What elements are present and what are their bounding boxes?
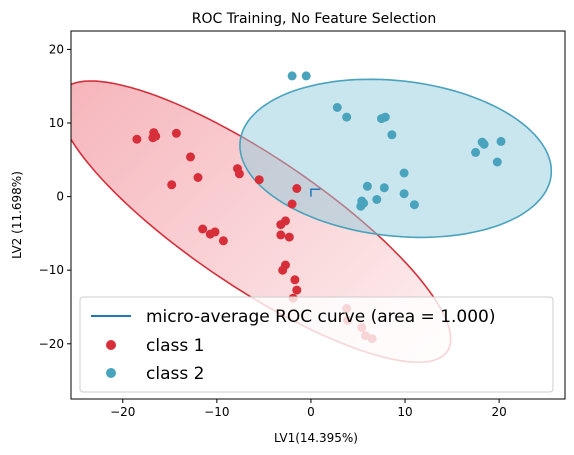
point-class-2: [332, 103, 342, 112]
point-class-2: [387, 130, 397, 140]
point-class-1: [210, 227, 220, 237]
point-class-1: [132, 134, 142, 144]
point-class-1: [287, 199, 297, 209]
point-class-1: [167, 180, 177, 190]
y-axis-label: LV2 (11.698%): [10, 171, 24, 259]
legend: micro-average ROC curve (area = 1.000) c…: [79, 296, 554, 393]
point-class-1: [292, 285, 302, 295]
point-class-2: [342, 112, 352, 122]
point-class-2: [492, 157, 502, 167]
point-class-1: [151, 131, 161, 141]
y-tick-label: −20: [39, 337, 64, 351]
point-class-2: [362, 181, 372, 191]
y-tick-label: −10: [39, 263, 64, 277]
point-class-2: [379, 183, 389, 193]
point-class-1: [281, 216, 290, 226]
point-class-1: [284, 232, 294, 242]
point-class-1: [254, 175, 264, 185]
chart-title: ROC Training, No Feature Selection: [192, 11, 436, 27]
point-class-2: [479, 139, 489, 149]
x-tick-label: 0: [307, 405, 315, 419]
legend-marker-class-2: [106, 368, 116, 378]
legend-marker-class-1: [106, 340, 116, 350]
legend-box: [79, 296, 554, 393]
point-class-1: [171, 128, 181, 138]
point-class-2: [399, 168, 409, 178]
point-class-2: [356, 201, 366, 211]
point-class-1: [198, 224, 208, 234]
point-class-1: [278, 265, 288, 275]
x-tick-label: 20: [491, 405, 506, 419]
point-class-2: [287, 71, 297, 81]
point-class-2: [496, 136, 506, 146]
point-class-1: [218, 236, 228, 246]
point-class-2: [471, 147, 481, 157]
point-class-1: [234, 169, 244, 179]
legend-label-roc: micro-average ROC curve (area = 1.000): [146, 307, 496, 327]
x-tick-label: −10: [204, 405, 229, 419]
plot-frame: [70, 30, 566, 400]
point-class-1: [292, 184, 302, 193]
point-class-2: [380, 112, 390, 122]
y-tick-label: 20: [49, 42, 64, 56]
x-axis-label: LV1(14.395%): [274, 431, 358, 445]
y-tick-label: 10: [49, 116, 64, 130]
point-class-1: [290, 275, 300, 285]
y-tick-label: 0: [56, 190, 64, 204]
x-tick-label: 10: [397, 405, 412, 419]
confidence-ellipse-class-2: [239, 78, 553, 239]
point-class-2: [399, 189, 409, 199]
point-class-2: [301, 71, 311, 81]
x-tick-label: −20: [110, 405, 135, 419]
legend-label-class-1: class 1: [146, 336, 204, 356]
point-class-2: [409, 200, 419, 210]
point-class-1: [186, 152, 195, 162]
roc-curve-line: [310, 188, 321, 197]
point-class-1: [276, 230, 286, 240]
point-class-1: [193, 173, 203, 182]
point-class-2: [372, 195, 382, 204]
legend-label-class-2: class 2: [146, 364, 204, 384]
